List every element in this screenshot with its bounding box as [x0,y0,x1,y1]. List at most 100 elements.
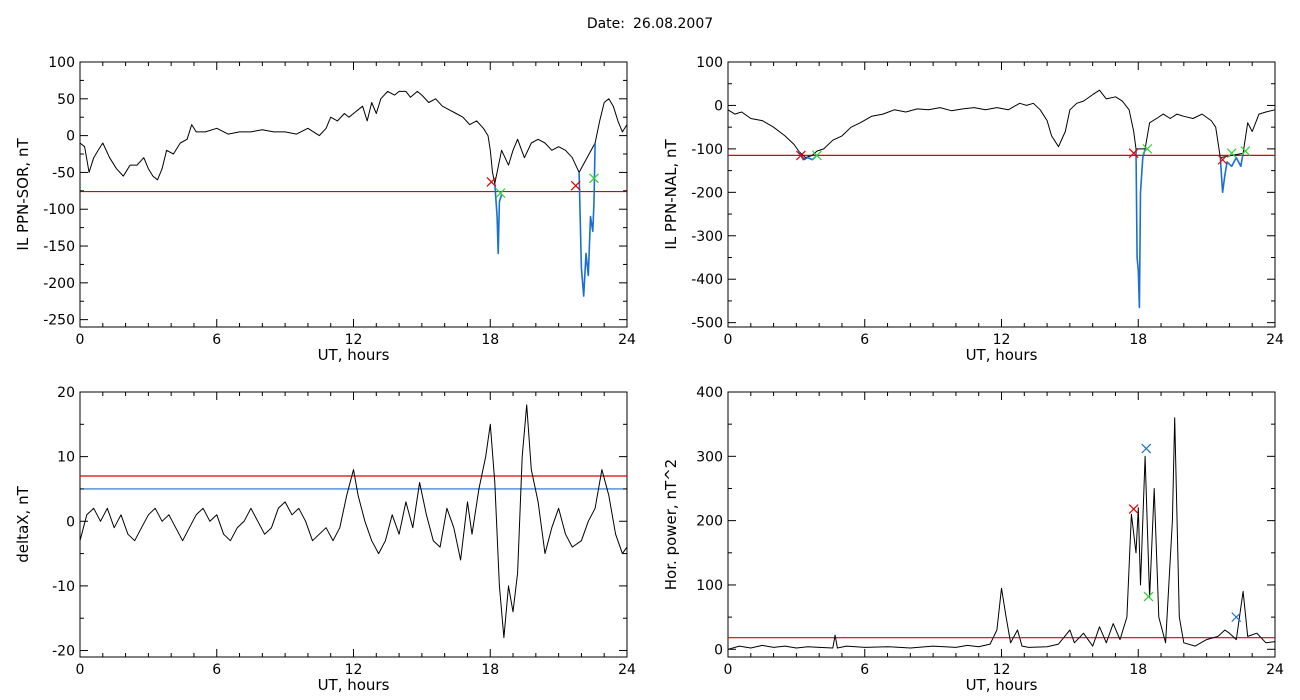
x-tick-label: 24 [1266,332,1284,348]
x-tick-label: 6 [860,332,869,348]
page-title: Date: 26.08.2007 [0,16,1300,32]
x-marker [1128,504,1139,514]
y-tick-label: 0 [714,98,723,114]
date-value: 26.08.2007 [633,16,714,32]
y-tick-label: 10 [57,450,75,466]
y-axis-label: IL PPN-SOR, nT [14,138,32,251]
x-marker-stroke [796,150,806,161]
x-marker-stroke [1231,612,1242,623]
x-marker-stroke [495,188,506,198]
panel-ppn-sor: 0 6 12 18 24 100 50 0 -50 -100 -150 -200 -250 UT, hou… [14,55,636,364]
x-marker [1231,612,1242,623]
x-tick-label: 12 [345,332,363,348]
date-label: Date: [586,16,625,32]
y-tick-label: -100 [691,142,723,158]
x-marker-stroke [1141,443,1152,454]
x-tick-label: 18 [1129,662,1147,678]
x-tick-label: 6 [860,662,869,678]
plot-frame [727,61,1276,328]
y-tick-label: -20 [52,644,75,660]
y-tick-label: -150 [43,239,75,255]
y-tick-label: -300 [691,229,723,245]
x-tick-label: 24 [618,332,636,348]
x-tick-label: 0 [724,332,733,348]
plot-frame [79,61,628,328]
x-marker [1128,148,1139,159]
y-tick-label: 0 [66,129,75,145]
series-line [79,404,628,639]
x-marker-stroke [1240,146,1251,156]
x-tick-label: 24 [1266,662,1284,678]
y-tick-label: -100 [43,202,75,218]
y-axis-label: IL PPN-NAL, nT [662,139,680,250]
x-axis-label: UT, hours [966,676,1038,694]
y-tick-label: 0 [714,642,723,658]
x-tick-label: 18 [481,662,499,678]
series-line [494,183,503,255]
x-marker [495,188,506,198]
x-marker-stroke [589,173,599,184]
x-tick-label: 0 [76,332,85,348]
x-marker [1240,146,1251,156]
series-line [1135,148,1146,309]
x-marker-stroke [1128,504,1139,514]
x-marker-stroke [1143,591,1154,602]
x-tick-label: 0 [724,662,733,678]
y-axis-label: Hor. power, nT^2 [662,459,680,590]
y-tick-label: 20 [57,385,75,401]
plot-frame [727,391,1276,658]
y-tick-label: 100 [48,55,75,71]
x-axis-label: UT, hours [318,346,390,364]
x-tick-label: 12 [993,332,1011,348]
x-marker [811,150,822,161]
x-marker [1143,591,1154,602]
y-tick-label: -200 [43,276,75,292]
y-tick-label: -10 [52,579,75,595]
x-axis-label: UT, hours [318,676,390,694]
y-tick-label: 100 [696,55,723,71]
y-tick-label: -500 [691,316,723,332]
x-marker-stroke [1226,148,1237,159]
y-tick-label: 100 [696,578,723,594]
series-line [727,417,1276,650]
plot-frame [79,391,628,658]
x-marker [486,177,497,187]
panel-deltax: 0 6 12 18 24 20 10 0 -10 -20 UT, hours deltaX, nT [14,385,636,694]
y-tick-label: 300 [696,449,723,465]
y-tick-label: 200 [696,514,723,530]
x-tick-label: 18 [1129,332,1147,348]
x-marker-stroke [486,177,497,187]
x-marker [589,173,599,184]
y-tick-label: -250 [43,313,75,329]
x-marker [570,180,581,191]
y-axis-label: deltaX, nT [14,485,32,562]
x-tick-label: 6 [212,662,221,678]
series-line [79,90,628,184]
y-tick-label: 400 [696,385,723,401]
y-tick-label: -400 [691,272,723,288]
y-tick-label: 50 [57,92,75,108]
x-tick-label: 24 [618,662,636,678]
series-line [578,142,596,297]
x-tick-label: 12 [345,662,363,678]
y-tick-label: 0 [66,514,75,530]
x-axis-label: UT, hours [966,346,1038,364]
x-marker-stroke [811,150,822,161]
x-marker-stroke [1142,143,1153,154]
x-marker [1226,148,1237,159]
x-marker-stroke [1128,148,1139,159]
x-tick-label: 6 [212,332,221,348]
x-marker [1142,143,1153,154]
y-tick-label: -50 [52,165,75,181]
x-marker [796,150,806,161]
series-line [1219,153,1244,194]
x-tick-label: 18 [481,332,499,348]
panel-hor-power: 0 6 12 18 24 400 300 200 100 0 UT, hours Hor. power… [662,385,1284,694]
x-marker [1141,443,1152,454]
x-marker-stroke [1217,154,1228,165]
x-tick-label: 12 [993,662,1011,678]
x-tick-label: 0 [76,662,85,678]
panel-ppn-nal: 0 6 12 18 24 100 0 -100 -200 -300 -400 -500 UT, hour… [662,55,1284,364]
series-line [727,89,1276,159]
